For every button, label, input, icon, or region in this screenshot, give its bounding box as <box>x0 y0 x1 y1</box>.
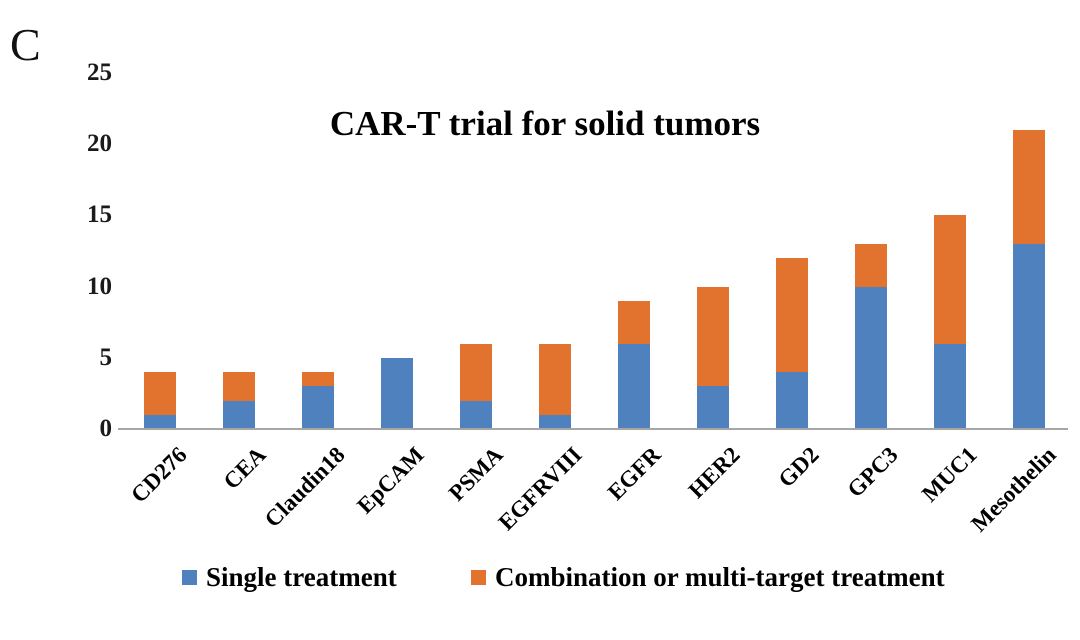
bar-segment-egfrviii-combination <box>539 343 571 415</box>
bar-segment-gpc3-combination <box>855 243 887 287</box>
bar-segment-muc1-combination <box>934 215 966 344</box>
bar-segment-claudin18-single <box>302 386 334 429</box>
y-tick-label-25: 25 <box>87 59 112 86</box>
bar-segment-cd276-single <box>144 414 176 429</box>
bar-segment-gd2-single <box>776 372 808 429</box>
legend-swatch-combination-treatment <box>471 570 486 585</box>
bar-segment-psma-single <box>460 400 492 429</box>
legend-swatch-single-treatment <box>182 570 197 585</box>
panel-letter: C <box>10 19 41 70</box>
bar-segment-epcam-single <box>381 357 413 429</box>
chart-title: CAR-T trial for solid tumors <box>329 104 761 143</box>
bar-segment-egfr-combination <box>618 300 650 344</box>
y-tick-label-10: 10 <box>87 272 112 300</box>
bar-segment-claudin18-combination <box>302 372 334 387</box>
bar-segment-her2-combination <box>697 286 729 387</box>
legend-label-single-treatment: Single treatment <box>206 562 397 592</box>
bar-segment-cea-combination <box>223 372 255 401</box>
bar-segment-cea-single <box>223 400 255 429</box>
legend-item-combination-treatment: Combination or multi-target treatment <box>471 562 945 593</box>
bar-segment-gd2-combination <box>776 258 808 373</box>
legend-label-combination-treatment: Combination or multi-target treatment <box>495 562 945 592</box>
bar-segment-gpc3-single <box>855 286 887 429</box>
bar-segment-her2-single <box>697 386 729 429</box>
bar-segment-mesothelin-single <box>1013 243 1045 429</box>
bar-segment-psma-combination <box>460 343 492 401</box>
bar-segment-egfr-single <box>618 343 650 429</box>
y-tick-label-0: 0 <box>99 415 113 442</box>
bar-segment-mesothelin-combination <box>1013 129 1045 244</box>
legend: Single treatment Combination or multi-ta… <box>0 562 1080 602</box>
y-tick-label-5: 5 <box>99 343 113 371</box>
legend-item-single-treatment: Single treatment <box>182 562 397 593</box>
bar-segment-egfrviii-single <box>539 414 571 429</box>
y-tick-label-15: 15 <box>87 201 112 229</box>
x-axis-line <box>118 428 1068 430</box>
y-tick-label-20: 20 <box>87 130 112 158</box>
bar-segment-cd276-combination <box>144 372 176 415</box>
bar-segment-muc1-single <box>934 343 966 429</box>
